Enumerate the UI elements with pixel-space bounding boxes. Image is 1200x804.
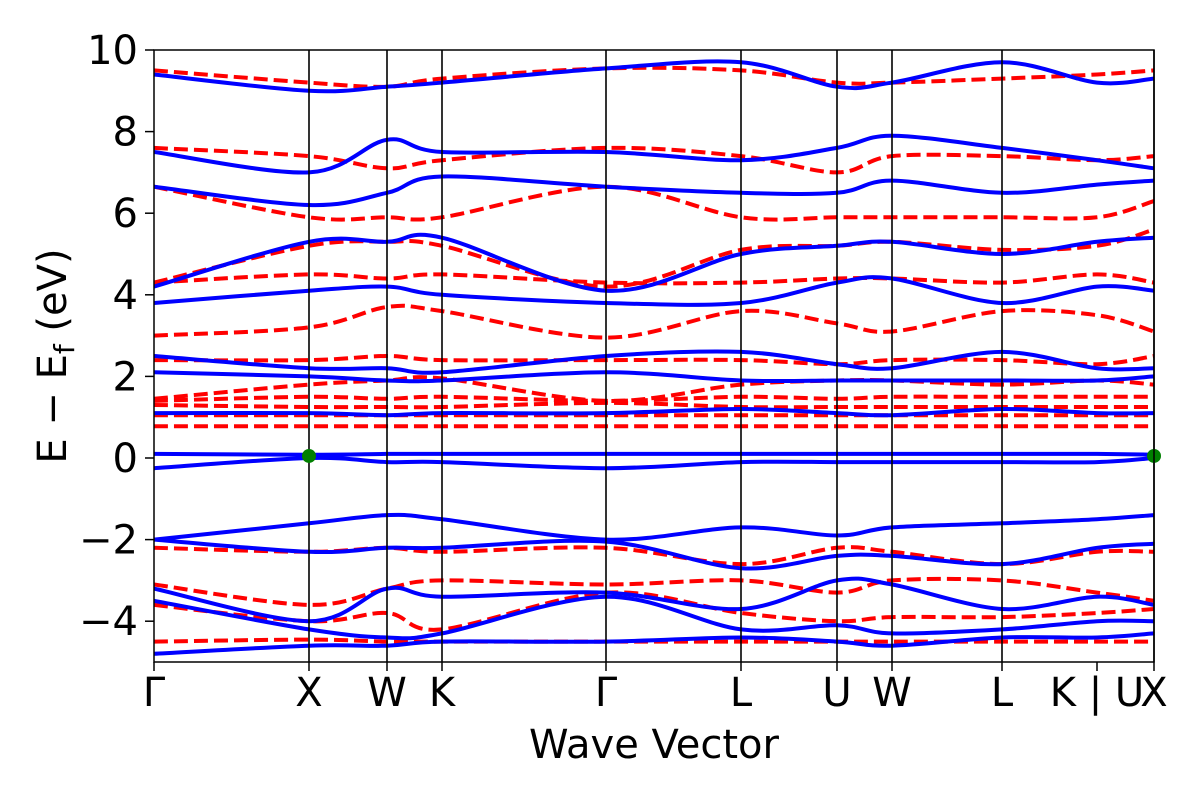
solid-band-12 (154, 576, 1154, 624)
solid-band-14 (154, 631, 1154, 656)
solid-band-0 (154, 451, 1154, 457)
x-tick-label: L (730, 670, 753, 716)
x-tick-label: K | U (1050, 670, 1144, 716)
y-tick-label: 8 (113, 110, 138, 156)
y-ticks: −4 −2 0 2 4 6 8 10 (79, 28, 154, 645)
fermi-marker-0 (302, 448, 316, 463)
dashed-band-9 (154, 184, 1154, 222)
bands-layer (154, 59, 1154, 656)
y-tick-label: 2 (113, 354, 138, 400)
x-tick-label: W (367, 670, 407, 716)
x-tick-label: X (295, 670, 322, 716)
solid-band-7 (154, 174, 1154, 208)
solid-band-9 (154, 59, 1154, 94)
dashed-band-4 (154, 375, 1154, 403)
y-tick-label: −4 (79, 599, 138, 645)
y-tick-label: 10 (87, 28, 138, 74)
x-tick-label: Γ (595, 670, 618, 716)
y-axis-label-subscript: f (48, 343, 81, 354)
x-tick-label: L (991, 670, 1014, 716)
solid-band-2 (154, 406, 1154, 418)
solid-band-3 (154, 370, 1154, 384)
x-tick-label: W (872, 670, 912, 716)
y-axis-label: E − Ef (eV) (30, 248, 81, 463)
dashed-band-8 (154, 227, 1154, 289)
y-tick-label: 6 (113, 191, 138, 237)
x-tick-label: X (1140, 670, 1167, 716)
y-tick-label: 4 (113, 273, 138, 319)
solid-band-1 (154, 455, 1154, 471)
dashed-band-11 (154, 65, 1154, 89)
solid-band-13 (154, 594, 1154, 641)
dashed-band-5 (154, 354, 1154, 367)
x-axis-label: Wave Vector (529, 722, 780, 768)
solid-band-6 (154, 232, 1154, 293)
x-tick-label: U (822, 670, 851, 716)
plot-frame (153, 49, 1155, 663)
solid-band-8 (154, 133, 1154, 175)
y-tick-label: −2 (79, 518, 138, 564)
y-axis-label-unit: (eV) (30, 248, 76, 344)
dashed-band-10 (154, 145, 1154, 175)
solid-band-5 (154, 275, 1154, 307)
y-axis-label-main: E − E (30, 354, 76, 464)
x-tick-label: Γ (143, 670, 166, 716)
x-tick-label: K (429, 670, 457, 716)
solid-band-10 (154, 512, 1154, 542)
solid-band-11 (154, 537, 1154, 571)
dashed-band-2 (154, 400, 1154, 410)
dashed-band-6 (154, 303, 1154, 340)
dashed-band-13 (154, 576, 1154, 607)
solid-band-4 (154, 349, 1154, 375)
y-tick-label: 0 (113, 436, 138, 482)
dashed-band-7 (154, 272, 1154, 286)
